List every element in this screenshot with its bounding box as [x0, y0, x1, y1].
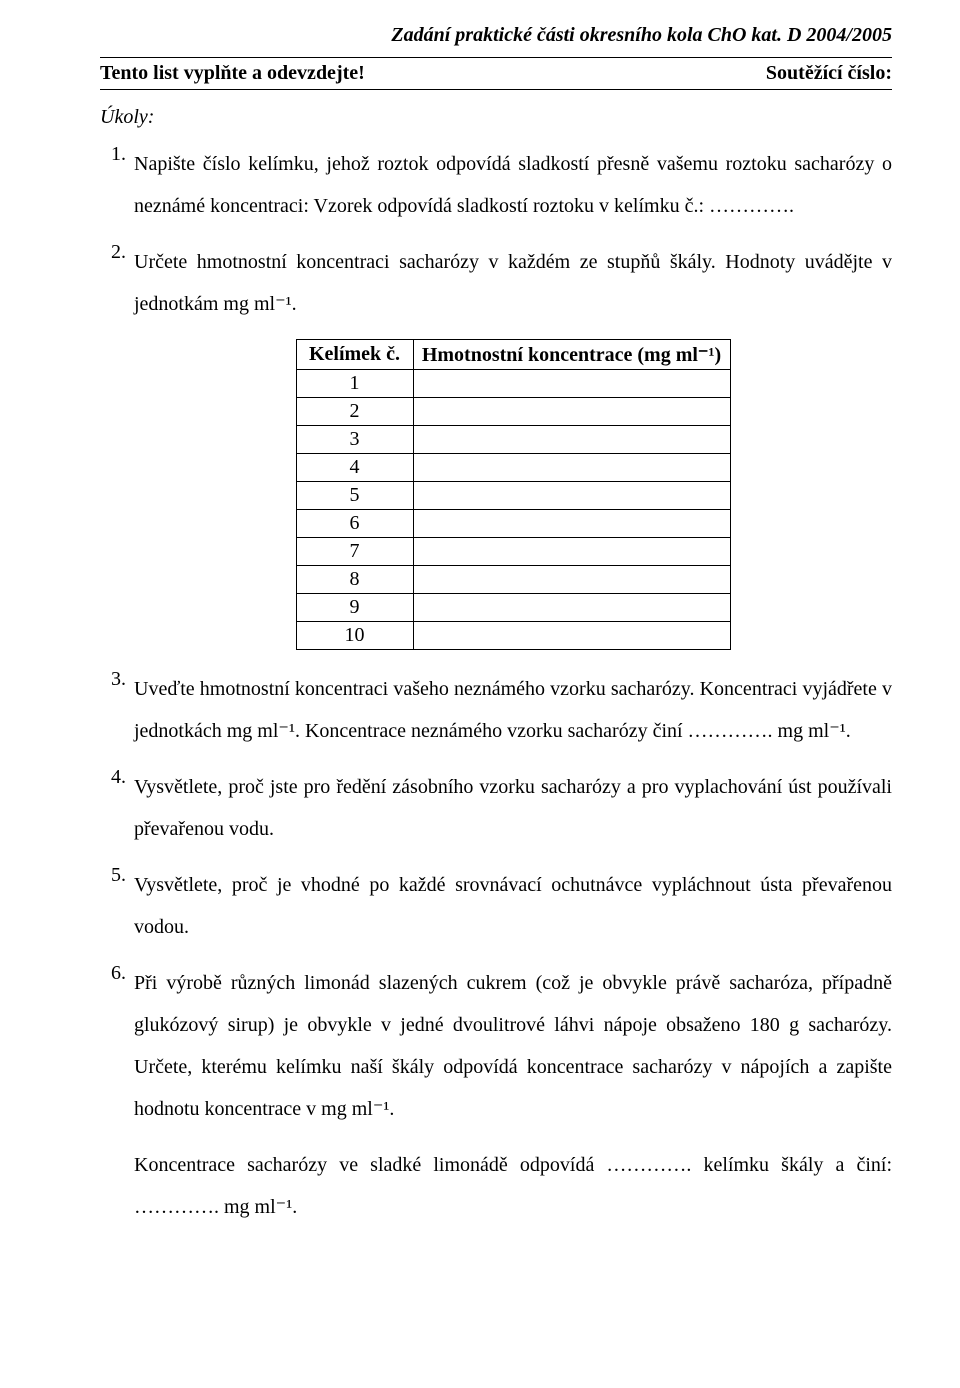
cell-kelimek: 7 [296, 538, 413, 566]
table-row: 2 [296, 398, 730, 426]
task-number: 1. [100, 143, 126, 241]
task-number: 5. [100, 864, 126, 962]
cell-kelimek: 2 [296, 398, 413, 426]
task-2: 2. Určete hmotnostní koncentraci sacharó… [100, 241, 892, 668]
task-number: 3. [100, 668, 126, 766]
table-row: 8 [296, 566, 730, 594]
table-row: 6 [296, 510, 730, 538]
cell-kelimek: 1 [296, 370, 413, 398]
cell-value[interactable] [413, 482, 730, 510]
cell-kelimek: 10 [296, 622, 413, 650]
cell-kelimek: 5 [296, 482, 413, 510]
cell-value[interactable] [413, 622, 730, 650]
instruction-row: Tento list vyplňte a odevzdejte! Soutěží… [100, 57, 892, 90]
task-1: 1. Napište číslo kelímku, jehož roztok o… [100, 143, 892, 241]
task-text: Vysvětlete, proč jste pro ředění zásobní… [134, 766, 892, 850]
page: Zadání praktické části okresního kola Ch… [0, 0, 960, 1388]
table-body: 1 2 3 4 5 6 7 8 9 10 [296, 370, 730, 650]
cell-kelimek: 6 [296, 510, 413, 538]
section-heading: Úkoly: [100, 106, 892, 129]
task-4: 4. Vysvětlete, proč jste pro ředění záso… [100, 766, 892, 864]
task-text: Napište číslo kelímku, jehož roztok odpo… [134, 143, 892, 227]
cell-value[interactable] [413, 538, 730, 566]
table-header-concentration: Hmotnostní koncentrace (mg ml⁻¹) [413, 340, 730, 370]
concentration-table: Kelímek č. Hmotnostní koncentrace (mg ml… [296, 339, 731, 650]
concentration-table-wrap: Kelímek č. Hmotnostní koncentrace (mg ml… [134, 339, 892, 650]
table-header-kelimek: Kelímek č. [296, 340, 413, 370]
table-row: 9 [296, 594, 730, 622]
task-6: 6. Při výrobě různých limonád slazených … [100, 962, 892, 1242]
tasks-list: 1. Napište číslo kelímku, jehož roztok o… [100, 143, 892, 1242]
instruction-left: Tento list vyplňte a odevzdejte! [100, 62, 365, 85]
table-row: 4 [296, 454, 730, 482]
cell-value[interactable] [413, 370, 730, 398]
cell-value[interactable] [413, 454, 730, 482]
cell-kelimek: 4 [296, 454, 413, 482]
cell-value[interactable] [413, 510, 730, 538]
task-number: 4. [100, 766, 126, 864]
table-row: 10 [296, 622, 730, 650]
table-row: 1 [296, 370, 730, 398]
cell-value[interactable] [413, 594, 730, 622]
task-5: 5. Vysvětlete, proč je vhodné po každé s… [100, 864, 892, 962]
task-text: Určete hmotnostní koncentraci sacharózy … [134, 241, 892, 325]
cell-value[interactable] [413, 398, 730, 426]
task-text: Koncentrace sacharózy ve sladké limonádě… [134, 1144, 892, 1228]
cell-value[interactable] [413, 426, 730, 454]
task-text: Při výrobě různých limonád slazených cuk… [134, 962, 892, 1130]
instruction-right: Soutěžící číslo: [766, 62, 892, 85]
task-text: Vysvětlete, proč je vhodné po každé srov… [134, 864, 892, 948]
task-3: 3. Uveďte hmotnostní koncentraci vašeho … [100, 668, 892, 766]
table-row: 5 [296, 482, 730, 510]
cell-value[interactable] [413, 566, 730, 594]
task-number: 6. [100, 962, 126, 1242]
cell-kelimek: 3 [296, 426, 413, 454]
task-number: 2. [100, 241, 126, 668]
task-text: Uveďte hmotnostní koncentraci vašeho nez… [134, 668, 892, 752]
table-row: 3 [296, 426, 730, 454]
cell-kelimek: 9 [296, 594, 413, 622]
cell-kelimek: 8 [296, 566, 413, 594]
header-title: Zadání praktické části okresního kola Ch… [100, 24, 892, 47]
table-row: 7 [296, 538, 730, 566]
